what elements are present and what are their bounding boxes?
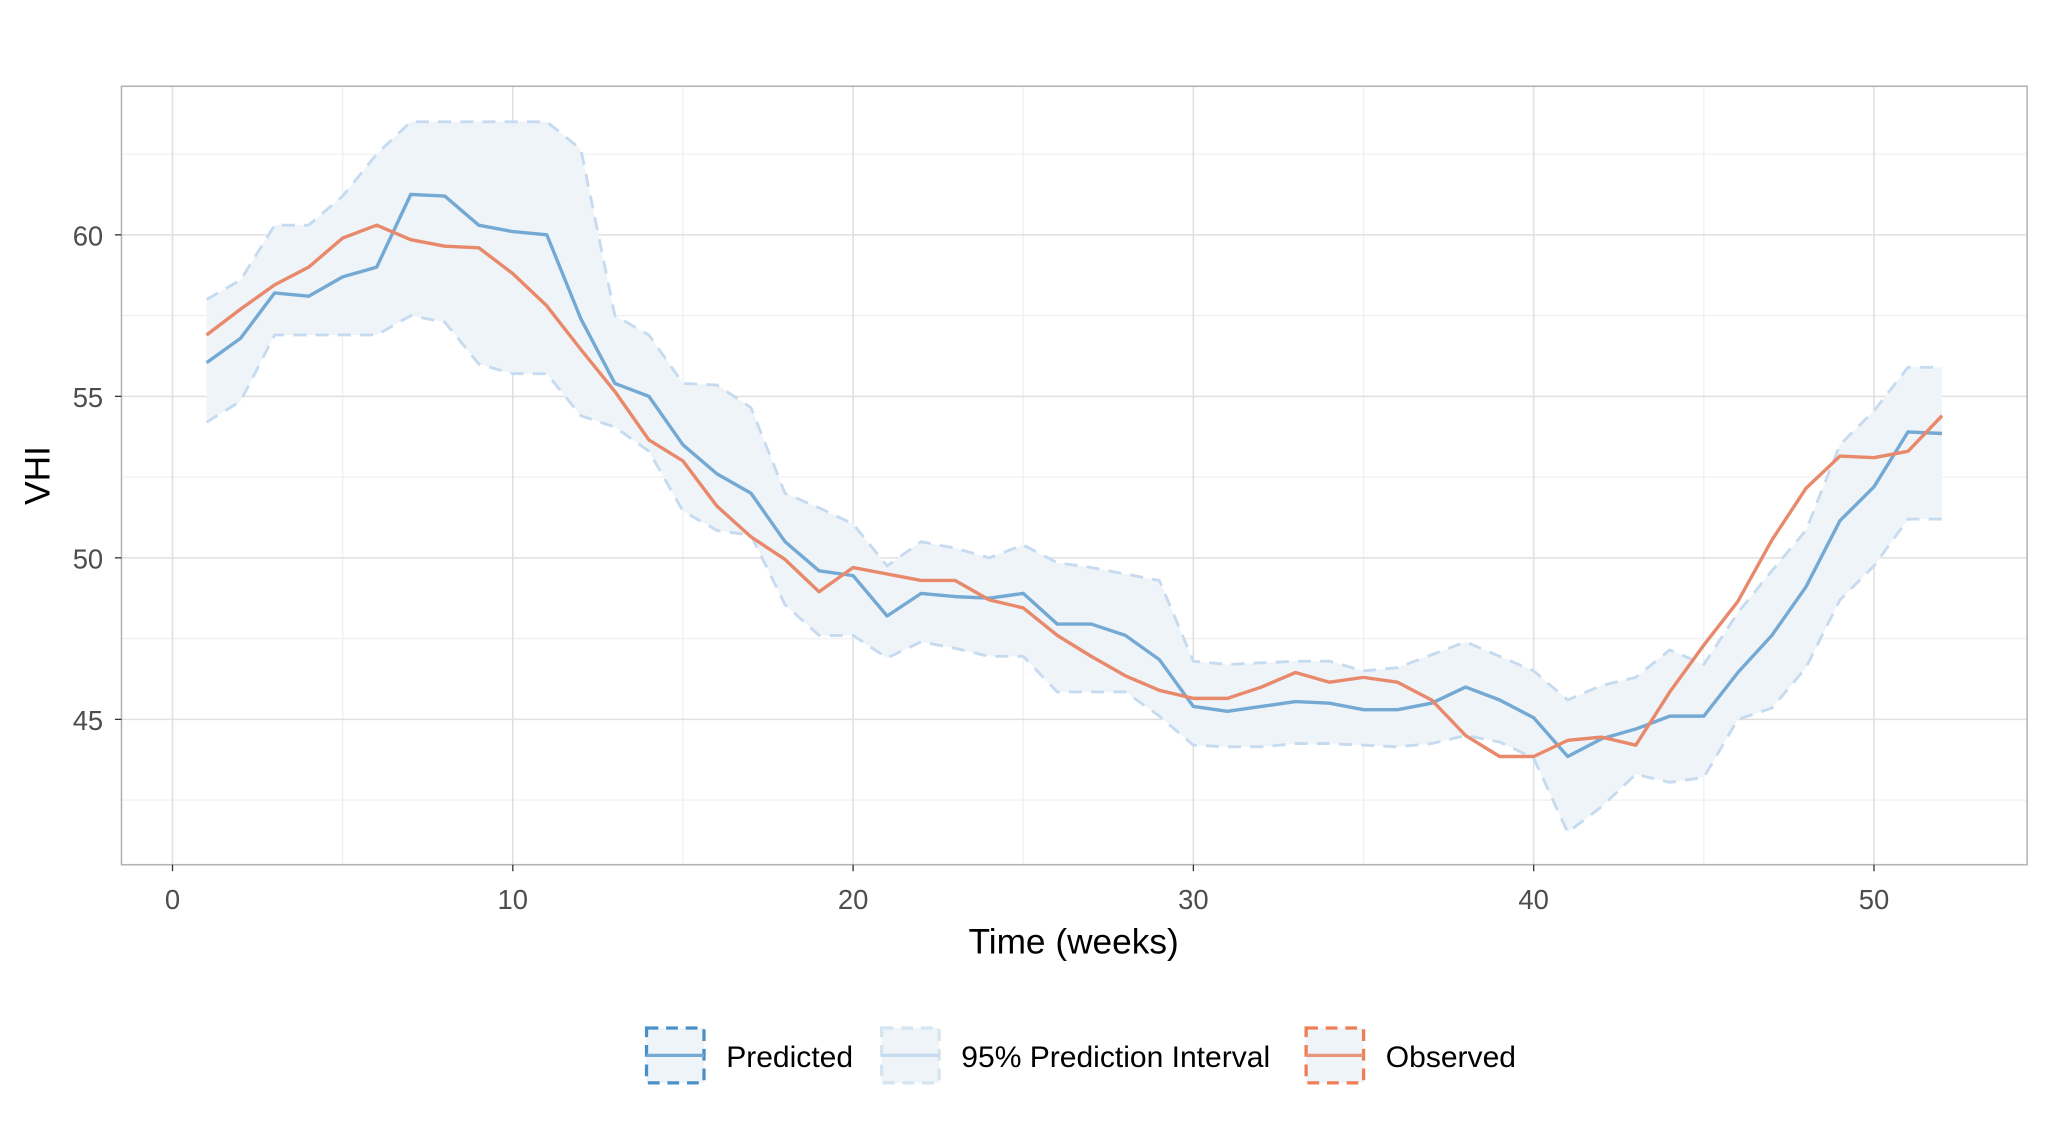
y-tick-label: 50 [73, 543, 103, 574]
legend-label-interval: 95% Prediction Interval [961, 1041, 1270, 1074]
y-axis-label: VHI [19, 446, 58, 505]
x-axis-label: Time (weeks) [969, 923, 1179, 962]
x-tick-label: 10 [498, 884, 528, 915]
y-axis: 45 50 55 60 [73, 220, 122, 736]
series-lines [205, 192, 1944, 759]
legend-label-observed: Observed [1386, 1041, 1516, 1074]
x-tick-label: 0 [165, 884, 180, 915]
interval-fill [206, 121, 1943, 833]
x-tick-label: 50 [1859, 884, 1889, 915]
predicted-line [205, 192, 1943, 759]
interval-upper-bound [205, 120, 1943, 702]
y-tick-label: 45 [73, 705, 103, 736]
x-tick-label: 30 [1178, 884, 1208, 915]
interval-lower-bound [205, 314, 1943, 835]
prediction-interval [205, 120, 1943, 835]
legend-item-interval: 95% Prediction Interval [879, 1026, 1270, 1085]
observed-line [205, 223, 1944, 759]
x-axis: 0 10 20 30 40 50 [165, 864, 1889, 915]
legend-item-observed: Observed [1304, 1026, 1516, 1085]
y-tick-label: 55 [73, 382, 103, 413]
legend-label-predicted: Predicted [726, 1041, 853, 1074]
legend-item-predicted: Predicted [644, 1026, 853, 1085]
x-tick-label: 40 [1518, 884, 1548, 915]
plot-panel-border [120, 85, 2028, 866]
legend: Predicted 95% Prediction Interval Observ… [644, 1026, 1516, 1085]
y-tick-label: 60 [73, 220, 103, 251]
x-tick-label: 20 [838, 884, 868, 915]
